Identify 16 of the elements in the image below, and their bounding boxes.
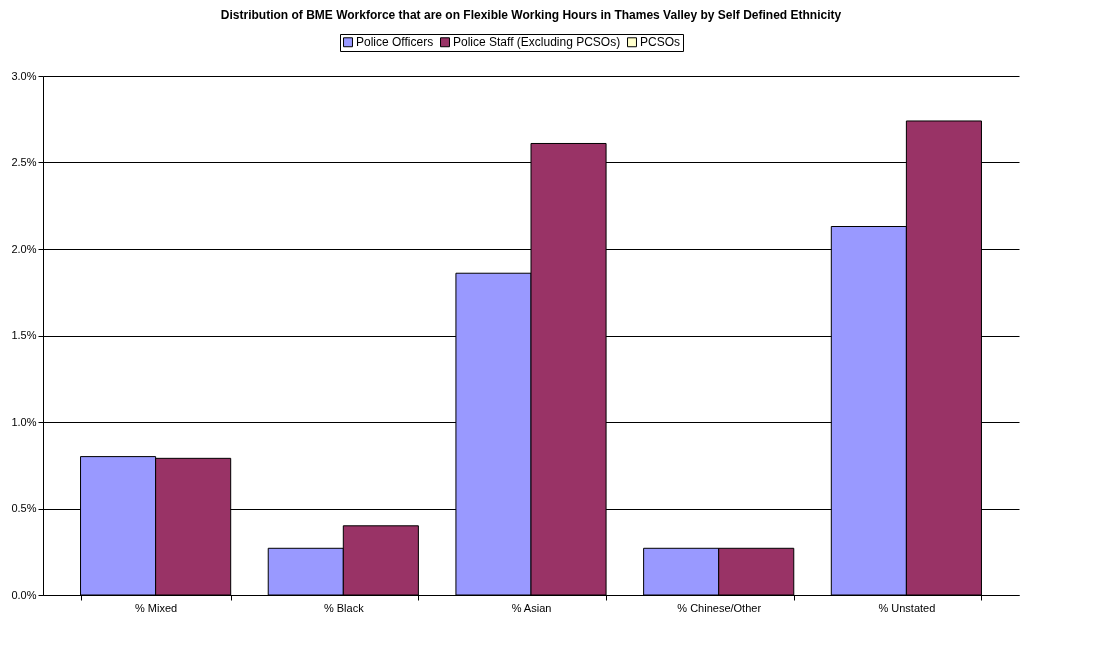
y-tick-label: 0.5%: [11, 502, 37, 514]
x-tick-label: % Unstated: [878, 601, 936, 614]
x-tick-label: % Black: [323, 601, 365, 614]
x-tick-label: % Asian: [511, 601, 552, 614]
legend-label: Police Officers: [356, 35, 434, 50]
y-tick-label: 0.0%: [11, 588, 37, 601]
chart-title: Distribution of BME Workforce that are on Flexible Working Hours in Thames Valley by Self Defined Ethnicity: [220, 7, 842, 22]
y-tick-label: 1.5%: [11, 329, 37, 341]
legend-label: PCSOs: [640, 35, 681, 50]
x-tick-label: % Chinese/Other: [677, 601, 762, 614]
y-tick-label: 2.5%: [11, 156, 37, 168]
x-tick-label: % Mixed: [135, 601, 178, 614]
y-tick-label: 2.0%: [11, 242, 37, 255]
y-tick-label: 3.0%: [11, 69, 37, 82]
y-tick-label: 1.0%: [11, 415, 37, 428]
legend-label: Police Staff (Excluding PCSOs): [453, 35, 621, 50]
